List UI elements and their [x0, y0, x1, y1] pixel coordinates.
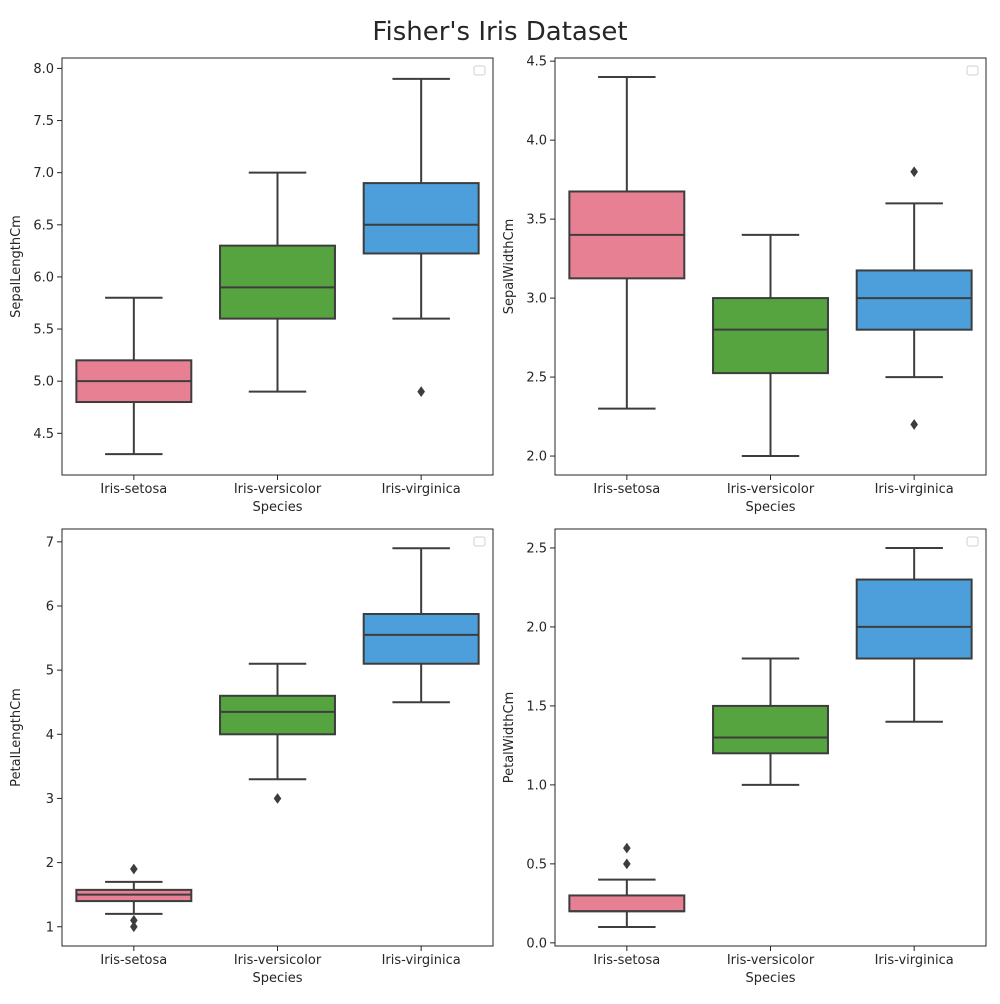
iqr-box: [712, 704, 829, 755]
y-tick-label: 3.0: [526, 292, 547, 307]
iqr-box: [219, 694, 336, 736]
x-tick-label: Iris-versicolor: [727, 482, 815, 497]
y-tick-label: 2: [46, 856, 54, 871]
box-iris-setosa: [75, 863, 193, 933]
x-tick-label: Iris-setosa: [593, 482, 660, 497]
y-tick-label: 1.5: [526, 699, 547, 714]
y-tick-label: 4: [46, 728, 54, 743]
outlier-point: [910, 166, 918, 178]
box-iris-virginica: [362, 77, 480, 397]
y-axis-label: PetalWidthCm: [502, 692, 517, 784]
y-tick-label: 6.5: [33, 218, 54, 233]
iqr-box: [712, 297, 829, 375]
y-tick-label: 7: [46, 535, 54, 550]
y-tick-label: 0.5: [526, 857, 547, 872]
y-axis-label: SepalWidthCm: [502, 219, 517, 315]
y-tick-label: 5.5: [33, 323, 54, 338]
y-tick-label: 5.0: [33, 375, 54, 390]
figure-title: Fisher's Iris Dataset: [372, 17, 627, 47]
y-axis-label: PetalLengthCm: [9, 688, 24, 787]
y-tick-label: 7.5: [33, 114, 54, 129]
x-tick-label: Iris-virginica: [382, 953, 461, 968]
x-tick-label: Iris-versicolor: [727, 953, 815, 968]
x-axis-label: Species: [252, 971, 302, 986]
y-tick-label: 2.5: [526, 371, 547, 386]
y-tick-label: 4.5: [526, 55, 547, 70]
legend-box: [473, 65, 486, 76]
box-iris-setosa: [568, 75, 686, 410]
iqr-box: [362, 182, 480, 255]
y-tick-label: 3.5: [526, 213, 547, 228]
x-tick-label: Iris-setosa: [593, 953, 660, 968]
y-axis-label: SepalLengthCm: [9, 215, 24, 318]
outlier-point: [273, 793, 282, 804]
x-tick-label: Iris-virginica: [382, 482, 461, 497]
subplot-4: 0.0 0.5 1.0 1.5 2.0 2.5 Iris-setosa Iris-versic…: [502, 528, 987, 986]
outlier-point: [130, 921, 138, 933]
y-tick-label: 8.0: [33, 62, 54, 77]
y-tick-label: 6.0: [33, 270, 54, 285]
legend-box: [966, 536, 979, 547]
y-tick-label: 7.0: [33, 166, 54, 181]
box-iris-setosa: [75, 296, 193, 456]
iqr-box: [219, 244, 336, 320]
x-tick-label: Iris-virginica: [875, 482, 954, 497]
x-axis-label: Species: [745, 500, 795, 515]
y-tick-label: 5: [46, 664, 54, 679]
box-iris-versicolor: [712, 657, 829, 786]
box-iris-versicolor: [219, 662, 336, 804]
y-tick-label: 4.5: [33, 427, 54, 442]
y-tick-label: 0.0: [526, 936, 547, 951]
iqr-box: [568, 894, 686, 913]
outlier-point: [910, 419, 918, 430]
iqr-box: [362, 613, 480, 665]
iqr-box: [855, 269, 973, 331]
outlier-point: [623, 842, 631, 854]
y-tick-label: 1: [46, 920, 54, 935]
x-axis-label: Species: [252, 500, 302, 515]
subplot-3: 1 2 3 4 5 6 7 Iris-setosa Iris-versicolor Iris-vi…: [9, 528, 494, 986]
y-tick-label: 1.0: [526, 778, 547, 793]
x-tick-label: Iris-versicolor: [234, 953, 322, 968]
x-tick-label: Iris-virginica: [875, 953, 954, 968]
iqr-box: [855, 578, 973, 660]
legend-box: [473, 536, 486, 547]
y-tick-label: 2.0: [526, 620, 547, 635]
box-iris-setosa: [568, 842, 686, 929]
y-tick-label: 2.0: [526, 450, 547, 465]
x-tick-label: Iris-setosa: [100, 953, 167, 968]
outlier-point: [417, 386, 425, 397]
x-tick-label: Iris-versicolor: [234, 482, 322, 497]
y-tick-label: 2.5: [526, 541, 547, 556]
x-tick-label: Iris-setosa: [100, 482, 167, 497]
subplot-2: 2.0 2.5 3.0 3.5 4.0 4.5 Iris-setosa Iris-versic…: [502, 55, 987, 515]
y-tick-label: 4.0: [526, 134, 547, 149]
legend-box: [966, 65, 979, 76]
outlier-point: [623, 858, 631, 870]
subplot-1: 4.5 5.0 5.5 6.0 6.5 7.0 7.5 8.0 Iris-setosa Iris-…: [9, 57, 494, 515]
y-tick-label: 6: [46, 599, 54, 614]
outlier-point: [130, 863, 138, 875]
x-axis-label: Species: [745, 971, 795, 986]
box-iris-versicolor: [712, 233, 829, 458]
box-iris-virginica: [855, 546, 973, 723]
y-tick-label: 3: [46, 792, 54, 807]
box-iris-versicolor: [219, 171, 336, 393]
box-iris-virginica: [855, 166, 973, 430]
box-iris-virginica: [362, 547, 480, 704]
